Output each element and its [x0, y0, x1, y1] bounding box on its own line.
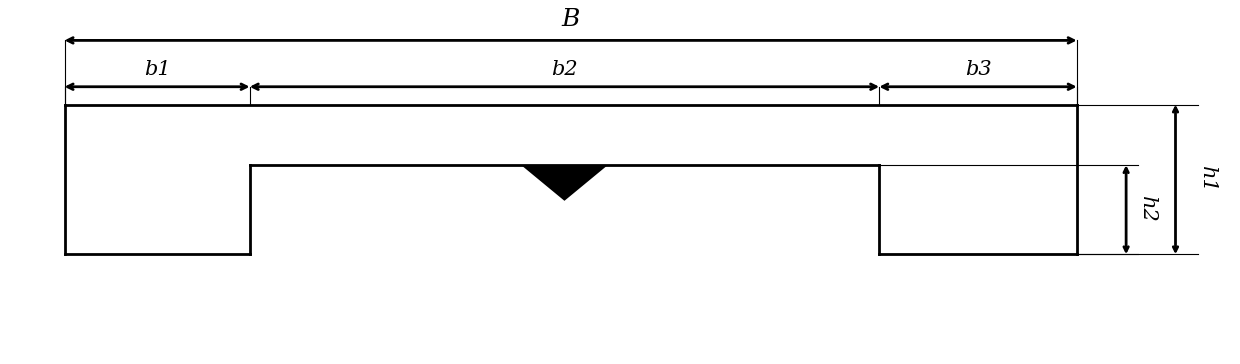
- Text: b1: b1: [144, 60, 170, 79]
- Text: h2: h2: [1138, 196, 1157, 223]
- Text: b2: b2: [551, 60, 578, 79]
- Text: b3: b3: [965, 60, 991, 79]
- Text: B: B: [562, 8, 580, 32]
- Text: h1: h1: [1198, 166, 1216, 193]
- Polygon shape: [521, 165, 608, 201]
